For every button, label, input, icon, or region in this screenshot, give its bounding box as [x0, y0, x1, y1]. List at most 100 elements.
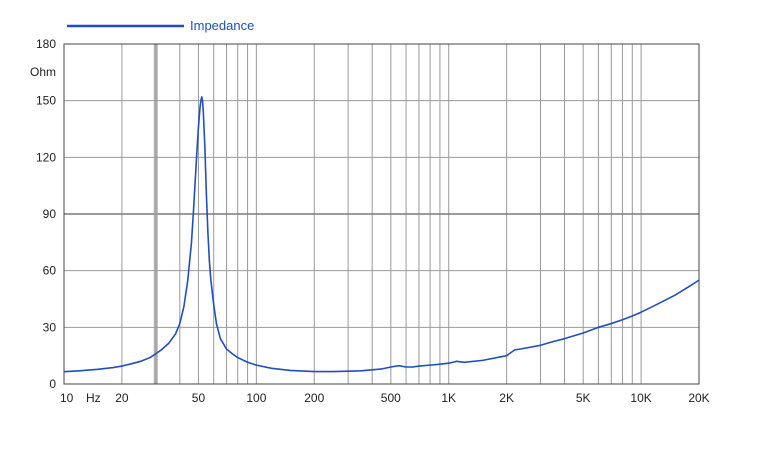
- data-point: [112, 366, 114, 369]
- y-tick-label: 30: [43, 320, 57, 334]
- x-tick-label: 200: [304, 391, 324, 405]
- data-point: [689, 285, 691, 287]
- data-point: [524, 347, 526, 349]
- data-point: [129, 363, 131, 365]
- data-point: [200, 100, 202, 102]
- data-point: [552, 340, 554, 343]
- data-point: [506, 355, 508, 357]
- data-point: [371, 369, 373, 371]
- data-point: [332, 370, 334, 373]
- axes: [63, 43, 700, 385]
- data-point: [463, 361, 465, 363]
- data-point: [192, 213, 194, 215]
- y-tick-label: 0: [49, 377, 56, 391]
- data-point: [514, 349, 516, 351]
- x-axis-unit-label: Hz: [86, 391, 101, 405]
- data-point: [196, 152, 198, 155]
- data-point: [597, 326, 600, 328]
- data-point: [655, 304, 657, 306]
- data-point: [168, 342, 170, 344]
- data-point: [418, 365, 420, 367]
- data-point: [539, 344, 542, 346]
- data-point: [381, 368, 383, 370]
- data-point: [210, 279, 212, 281]
- data-point: [482, 359, 484, 361]
- data-point: [179, 322, 181, 325]
- x-tick-label: 500: [381, 391, 401, 405]
- data-point: [121, 365, 123, 367]
- data-point: [640, 311, 642, 313]
- data-point: [215, 322, 218, 325]
- x-tick-label: 10: [60, 391, 74, 405]
- x-tick-label: 5K: [576, 391, 591, 405]
- data-point: [313, 370, 315, 373]
- data-point: [202, 111, 204, 113]
- data-point: [582, 332, 584, 334]
- data-point: [429, 364, 431, 366]
- x-tick-label: 50: [192, 391, 206, 405]
- data-point: [149, 356, 151, 359]
- data-point: [631, 315, 633, 317]
- data-point: [225, 348, 228, 350]
- data-point: [347, 370, 349, 372]
- data-point: [207, 232, 209, 234]
- legend: Impedance: [67, 18, 254, 33]
- data-point: [174, 333, 177, 335]
- data-point: [621, 319, 624, 321]
- y-tick-label: 90: [43, 207, 57, 221]
- data-point: [448, 362, 450, 364]
- y-axis-unit-label: Ohm: [30, 65, 56, 79]
- data-point: [289, 369, 291, 371]
- y-tick-label: 180: [36, 37, 56, 51]
- y-tick-label: 60: [43, 264, 57, 278]
- x-tick-label: 20K: [688, 391, 709, 405]
- data-point: [231, 353, 233, 355]
- data-point: [183, 305, 185, 308]
- y-tick-label: 150: [36, 94, 56, 108]
- data-point: [237, 356, 239, 359]
- data-point: [398, 365, 400, 367]
- data-point: [139, 360, 142, 362]
- data-point: [456, 360, 458, 362]
- x-tick-label: 20: [115, 391, 129, 405]
- data-point: [360, 370, 362, 372]
- tick-labels: 0 30 60 90 120 150 180 10 20 50 100 200 500 1K 2K 5K 10K…: [36, 37, 710, 405]
- data-point: [197, 126, 200, 128]
- plot-frame: [63, 43, 700, 385]
- data-point: [187, 279, 189, 281]
- data-point: [208, 260, 210, 262]
- data-point: [412, 366, 414, 368]
- grid: [64, 44, 700, 384]
- data-point: [63, 371, 65, 373]
- data-point: [246, 361, 249, 363]
- series-area: [63, 96, 700, 373]
- data-point: [563, 338, 566, 340]
- data-point: [97, 368, 99, 370]
- data-point: [271, 367, 273, 369]
- data-point: [155, 353, 157, 355]
- data-point: [405, 366, 407, 368]
- data-point: [190, 241, 193, 243]
- data-point: [201, 100, 204, 102]
- data-point: [698, 279, 700, 281]
- data-point: [160, 349, 162, 351]
- series-line-impedance: [63, 96, 700, 373]
- x-tick-label: 10K: [630, 391, 651, 405]
- data-point: [78, 370, 80, 372]
- x-tick-label: 100: [246, 391, 266, 405]
- data-point: [204, 147, 206, 149]
- x-tick-label: 1K: [441, 391, 456, 405]
- data-point: [439, 363, 441, 365]
- data-point: [674, 294, 676, 296]
- data-point: [213, 304, 215, 306]
- data-point: [390, 366, 392, 368]
- data-point: [194, 183, 196, 185]
- data-point: [219, 338, 221, 340]
- x-tick-label: 2K: [499, 391, 514, 405]
- data-point: [255, 364, 257, 366]
- data-point: [610, 322, 612, 325]
- data-point: [201, 96, 203, 98]
- data-point: [205, 194, 208, 196]
- y-tick-label: 120: [36, 150, 56, 164]
